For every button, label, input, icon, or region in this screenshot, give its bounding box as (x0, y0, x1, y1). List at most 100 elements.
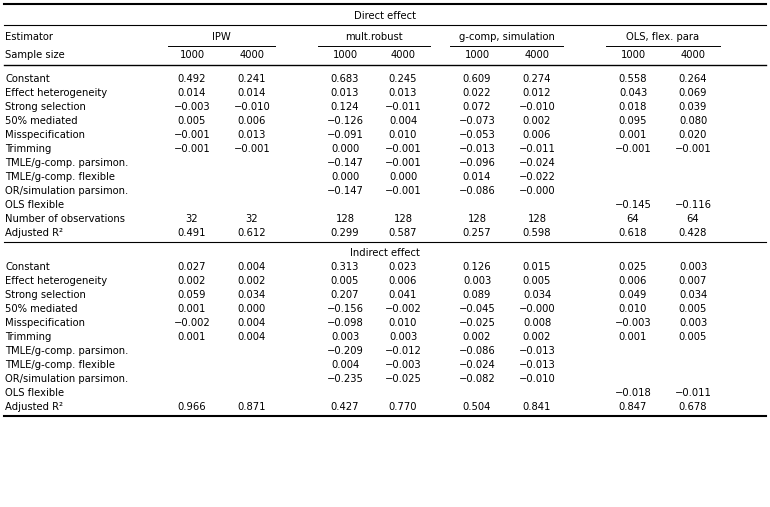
Text: −0.011: −0.011 (675, 387, 711, 397)
Text: Misspecification: Misspecification (5, 130, 85, 140)
Text: 0.005: 0.005 (523, 276, 551, 285)
Text: −0.001: −0.001 (233, 144, 270, 154)
Text: 0.428: 0.428 (679, 228, 707, 238)
Text: Strong selection: Strong selection (5, 102, 86, 112)
Text: 0.089: 0.089 (463, 289, 491, 300)
Text: −0.209: −0.209 (326, 346, 363, 355)
Text: Trimming: Trimming (5, 144, 52, 154)
Text: 0.001: 0.001 (178, 304, 206, 314)
Text: −0.235: −0.235 (326, 374, 363, 384)
Text: 0.264: 0.264 (678, 74, 708, 84)
Text: 0.003: 0.003 (463, 276, 491, 285)
Text: 0.683: 0.683 (331, 74, 359, 84)
Text: Effect heterogeneity: Effect heterogeneity (5, 88, 107, 98)
Text: IPW: IPW (212, 32, 231, 42)
Text: 1000: 1000 (179, 50, 205, 60)
Text: 0.124: 0.124 (331, 102, 360, 112)
Text: −0.145: −0.145 (614, 200, 651, 210)
Text: 32: 32 (186, 214, 199, 224)
Text: TMLE/g-comp. parsimon.: TMLE/g-comp. parsimon. (5, 346, 129, 355)
Text: −0.045: −0.045 (459, 304, 495, 314)
Text: −0.018: −0.018 (614, 387, 651, 397)
Text: 0.003: 0.003 (389, 332, 417, 342)
Text: g-comp, simulation: g-comp, simulation (459, 32, 554, 42)
Text: Strong selection: Strong selection (5, 289, 86, 300)
Text: Effect heterogeneity: Effect heterogeneity (5, 276, 107, 285)
Text: Misspecification: Misspecification (5, 317, 85, 328)
Text: 4000: 4000 (681, 50, 705, 60)
Text: TMLE/g-comp. parsimon.: TMLE/g-comp. parsimon. (5, 158, 129, 168)
Text: −0.024: −0.024 (459, 359, 495, 370)
Text: 0.491: 0.491 (178, 228, 206, 238)
Text: −0.147: −0.147 (326, 158, 363, 168)
Text: −0.025: −0.025 (459, 317, 495, 328)
Text: 0.558: 0.558 (619, 74, 648, 84)
Text: 50% mediated: 50% mediated (5, 304, 78, 314)
Text: 64: 64 (687, 214, 699, 224)
Text: 0.069: 0.069 (678, 88, 708, 98)
Text: 0.002: 0.002 (463, 332, 491, 342)
Text: 1000: 1000 (464, 50, 490, 60)
Text: 0.587: 0.587 (389, 228, 417, 238)
Text: −0.022: −0.022 (518, 172, 555, 182)
Text: 0.004: 0.004 (238, 262, 266, 272)
Text: 0.000: 0.000 (238, 304, 266, 314)
Text: 0.006: 0.006 (619, 276, 648, 285)
Text: Direct effect: Direct effect (354, 11, 416, 21)
Text: 0.012: 0.012 (523, 88, 551, 98)
Text: 0.000: 0.000 (331, 172, 359, 182)
Text: Number of observations: Number of observations (5, 214, 125, 224)
Text: 0.095: 0.095 (619, 116, 648, 126)
Text: −0.001: −0.001 (173, 144, 210, 154)
Text: 0.014: 0.014 (238, 88, 266, 98)
Text: 0.966: 0.966 (178, 402, 206, 412)
Text: 0.770: 0.770 (389, 402, 417, 412)
Text: 0.041: 0.041 (389, 289, 417, 300)
Text: 0.618: 0.618 (619, 228, 648, 238)
Text: 0.598: 0.598 (523, 228, 551, 238)
Text: 4000: 4000 (239, 50, 265, 60)
Text: 0.427: 0.427 (331, 402, 360, 412)
Text: 0.003: 0.003 (679, 317, 707, 328)
Text: 0.006: 0.006 (523, 130, 551, 140)
Text: −0.053: −0.053 (459, 130, 495, 140)
Text: 0.004: 0.004 (238, 332, 266, 342)
Text: 0.002: 0.002 (523, 332, 551, 342)
Text: 0.025: 0.025 (619, 262, 648, 272)
Text: OR/simulation parsimon.: OR/simulation parsimon. (5, 186, 129, 196)
Text: 0.043: 0.043 (619, 88, 647, 98)
Text: −0.001: −0.001 (385, 144, 421, 154)
Text: 0.001: 0.001 (619, 130, 648, 140)
Text: −0.086: −0.086 (459, 346, 495, 355)
Text: 0.013: 0.013 (238, 130, 266, 140)
Text: 0.008: 0.008 (523, 317, 551, 328)
Text: Adjusted R²: Adjusted R² (5, 402, 63, 412)
Text: −0.000: −0.000 (519, 186, 555, 196)
Text: 0.027: 0.027 (178, 262, 206, 272)
Text: 0.207: 0.207 (331, 289, 360, 300)
Text: 32: 32 (246, 214, 258, 224)
Text: 0.002: 0.002 (178, 276, 206, 285)
Text: −0.010: −0.010 (519, 374, 555, 384)
Text: −0.011: −0.011 (384, 102, 421, 112)
Text: 0.034: 0.034 (679, 289, 707, 300)
Text: 0.257: 0.257 (463, 228, 491, 238)
Text: TMLE/g-comp. flexible: TMLE/g-comp. flexible (5, 172, 115, 182)
Text: 0.004: 0.004 (331, 359, 359, 370)
Text: 0.871: 0.871 (238, 402, 266, 412)
Text: 0.005: 0.005 (178, 116, 206, 126)
Text: 0.005: 0.005 (679, 304, 707, 314)
Text: 64: 64 (627, 214, 639, 224)
Text: 0.039: 0.039 (679, 102, 707, 112)
Text: 0.241: 0.241 (238, 74, 266, 84)
Text: −0.156: −0.156 (326, 304, 363, 314)
Text: OLS, flex. para: OLS, flex. para (627, 32, 700, 42)
Text: −0.073: −0.073 (459, 116, 495, 126)
Text: 4000: 4000 (390, 50, 416, 60)
Text: Estimator: Estimator (5, 32, 53, 42)
Text: −0.002: −0.002 (385, 304, 421, 314)
Text: 0.080: 0.080 (679, 116, 707, 126)
Text: 0.010: 0.010 (619, 304, 648, 314)
Text: OR/simulation parsimon.: OR/simulation parsimon. (5, 374, 129, 384)
Text: −0.011: −0.011 (518, 144, 555, 154)
